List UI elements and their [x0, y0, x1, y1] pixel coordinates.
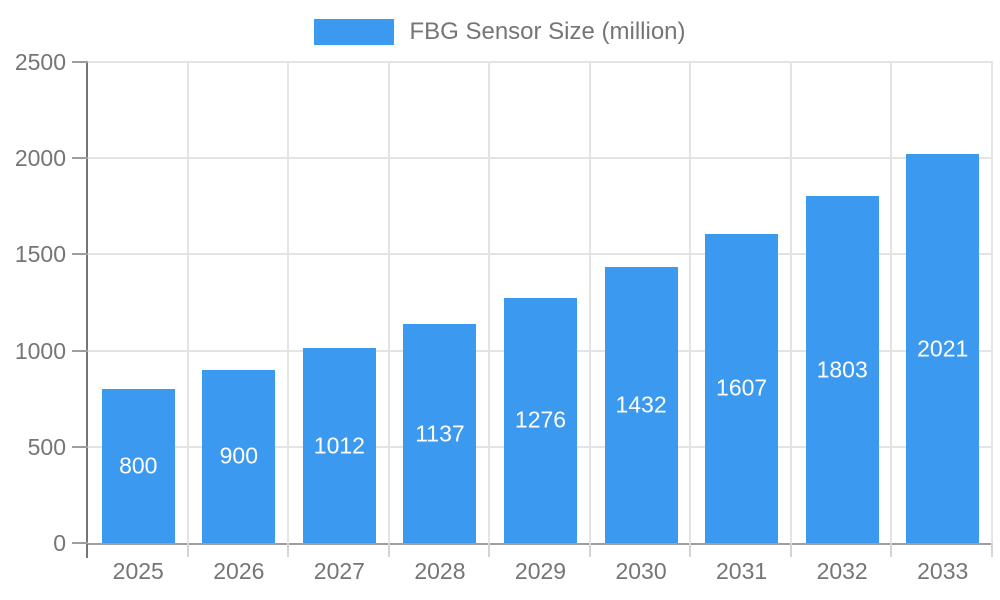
y-axis-label: 2000: [14, 145, 66, 172]
horizontal-gridline: [88, 253, 993, 256]
vertical-gridline: [689, 62, 692, 543]
vertical-gridline: [588, 62, 591, 543]
x-axis-label: 2027: [313, 558, 365, 584]
legend-item[interactable]: FBG Sensor Size (million): [314, 18, 686, 46]
x-axis-tick: [588, 543, 591, 557]
x-axis-label: 2033: [917, 558, 969, 584]
vertical-gridline: [789, 62, 792, 543]
bar-value-label: 1012: [313, 432, 365, 459]
bar-2030[interactable]: 1432: [604, 267, 678, 543]
x-axis-label: 2030: [615, 558, 667, 584]
bar-value-label: 800: [119, 452, 158, 479]
bar-2026[interactable]: 900: [202, 369, 276, 543]
x-axis-tick: [186, 543, 189, 557]
vertical-gridline: [488, 62, 491, 543]
x-axis-tick: [991, 543, 993, 557]
x-axis-label: 2031: [716, 558, 768, 584]
x-axis-label: 2025: [112, 558, 164, 584]
y-axis-label: 500: [27, 433, 66, 460]
x-axis-label: 2026: [213, 558, 265, 584]
horizontal-gridline: [88, 157, 993, 160]
x-axis-baseline: [88, 543, 993, 545]
plot-area: 800 900 1012 1137 1276 1432 1607 1803 2021: [88, 61, 993, 545]
bar-value-label: 1432: [615, 391, 667, 418]
x-axis-tick: [689, 543, 692, 557]
legend-label: FBG Sensor Size (million): [409, 18, 686, 45]
bar-value-label: 1137: [415, 420, 465, 447]
horizontal-gridline: [88, 61, 993, 64]
bar-2025[interactable]: 800: [101, 389, 175, 543]
vertical-gridline: [890, 62, 893, 543]
bar-2031[interactable]: 1607: [705, 233, 779, 543]
bar-value-label: 1607: [716, 374, 768, 401]
y-axis-tick: [72, 157, 88, 160]
bar-value-label: 1276: [514, 406, 567, 433]
x-axis-tick: [488, 543, 491, 557]
x-axis-tick: [387, 543, 390, 557]
x-axis-label: 2029: [514, 558, 567, 584]
legend-swatch: [314, 19, 395, 45]
y-axis-label: 1000: [14, 337, 66, 364]
bar-value-label: 1803: [816, 356, 868, 383]
bar-2029[interactable]: 1276: [504, 297, 577, 543]
y-axis-tick: [72, 542, 88, 544]
vertical-gridline: [387, 62, 390, 543]
y-axis-tick: [72, 253, 88, 256]
y-axis-label: 0: [53, 530, 66, 556]
y-axis-tick: [72, 349, 88, 352]
legend: FBG Sensor Size (million): [0, 18, 1000, 46]
bar-2032[interactable]: 1803: [805, 196, 879, 543]
y-axis-tick: [72, 445, 88, 448]
x-axis-tick: [890, 543, 893, 557]
y-axis-label: 2500: [14, 49, 66, 75]
vertical-gridline: [287, 62, 290, 543]
bar-value-label: 2021: [917, 335, 969, 362]
vertical-gridline: [186, 62, 189, 543]
bar-2033[interactable]: 2021: [906, 154, 980, 543]
y-axis-tick: [72, 61, 88, 63]
vertical-gridline: [991, 62, 993, 543]
bar-value-label: 900: [219, 442, 259, 469]
y-axis-label: 1500: [14, 241, 66, 268]
bar-2027[interactable]: 1012: [302, 348, 376, 543]
y-axis-line: [86, 62, 88, 558]
x-axis-label: 2028: [414, 558, 466, 584]
x-axis-label: 2032: [816, 558, 868, 584]
bar-2028[interactable]: 1137: [403, 324, 477, 543]
x-axis-tick: [789, 543, 792, 557]
x-axis-tick: [287, 543, 290, 557]
